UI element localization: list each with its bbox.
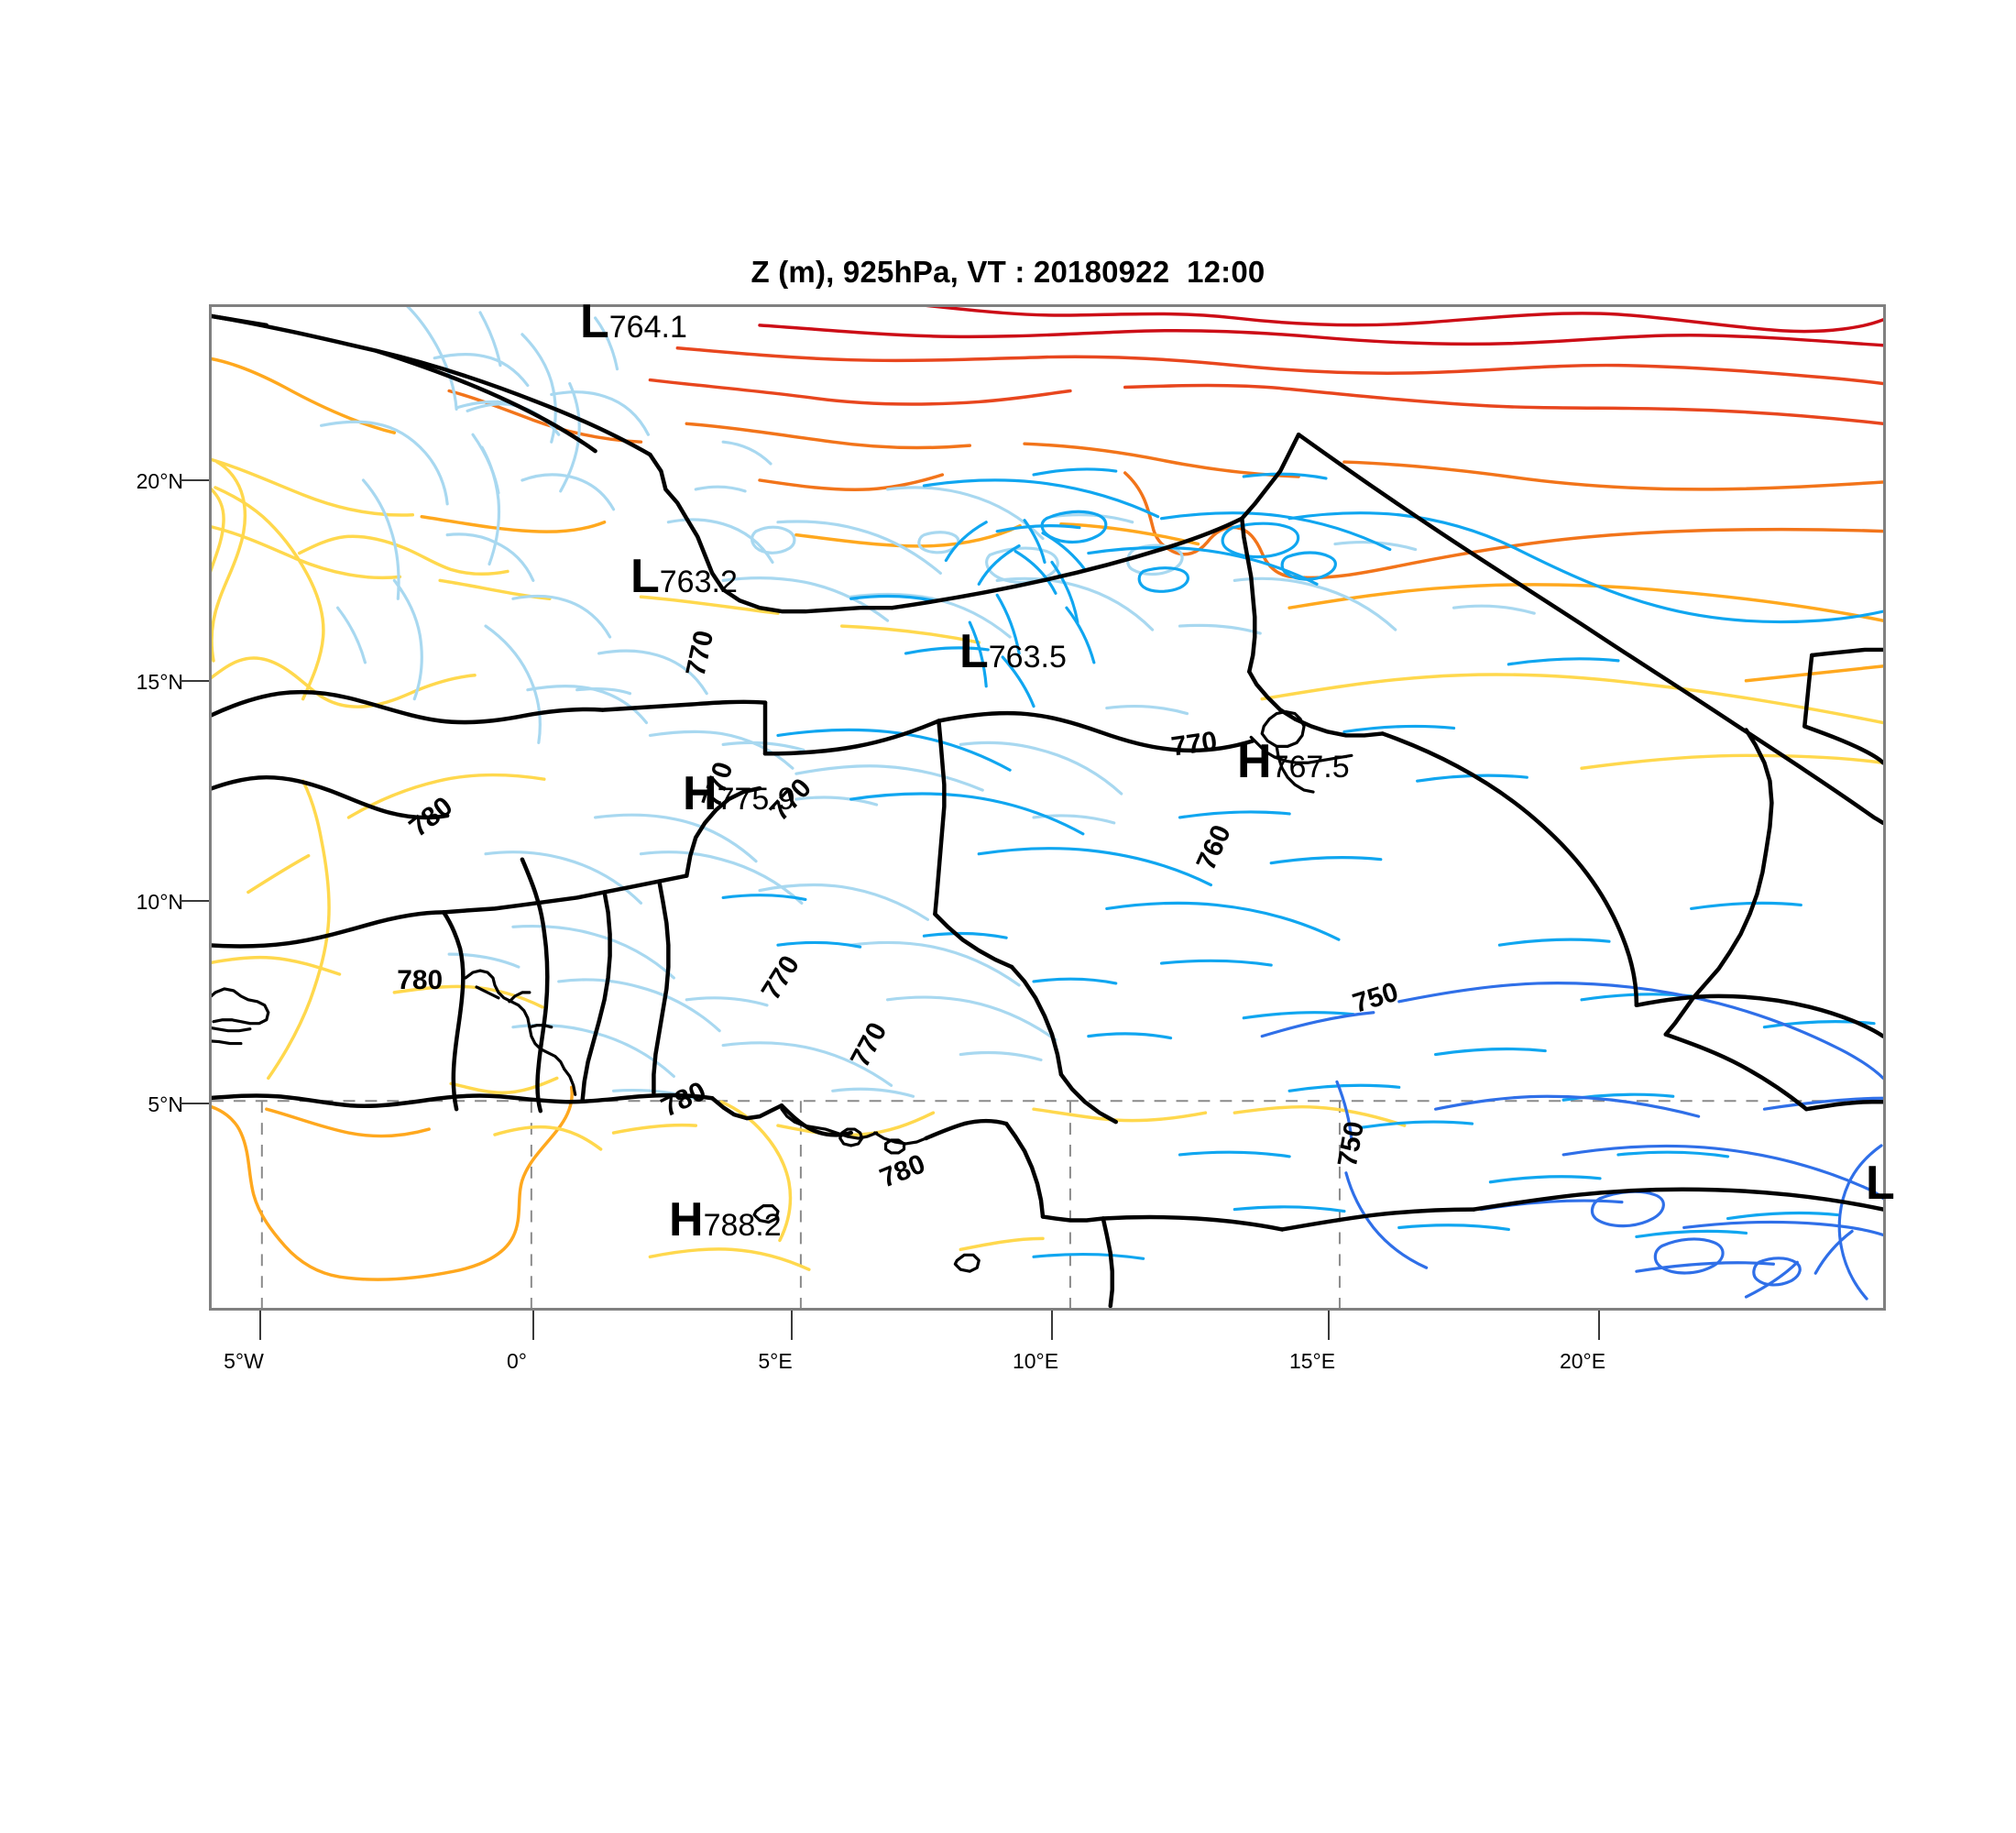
contour-790 [212, 357, 1883, 1281]
high-glyph: H [1237, 735, 1272, 788]
low-value: 763.5 [988, 640, 1067, 675]
low-label-764: L764.1 [580, 298, 687, 346]
ytick-label-5n: 5°N [148, 1092, 183, 1116]
page-title: Z (m), 925hPa, VT : 20180922 12:00 [751, 255, 1265, 289]
high-glyph: H [683, 767, 718, 820]
low-glyph: L [580, 295, 609, 348]
high-glyph: H [669, 1193, 704, 1246]
high-label-767-5: H767.5 [1237, 738, 1350, 785]
ytick-mark-15n [180, 680, 209, 682]
xtick-mark-5e [791, 1311, 793, 1340]
xtick-mark-5w [259, 1311, 261, 1340]
high-value: 788.2 [703, 1208, 782, 1243]
high-label-788-2: H788.2 [669, 1196, 782, 1244]
xtick-mark-10e [1051, 1311, 1053, 1340]
ytick-mark-10n [180, 900, 209, 902]
contour-label-780-b: 780 [397, 965, 443, 995]
contour-label-750-b: 750 [1332, 1119, 1370, 1169]
high-label-775-9: H775.9 [683, 770, 795, 818]
xtick-label-20e: 20°E [1559, 1349, 1606, 1373]
map-plot-area: 770 770 780 770 770 760 780 770 750 770 … [209, 304, 1886, 1311]
coastlines-and-borders [212, 313, 1883, 1308]
contour-label-770-b: 770 [1169, 726, 1219, 763]
low-label-edge: L [1866, 1159, 1895, 1207]
xtick-label-5w: 5°W [224, 1349, 264, 1373]
low-glyph: L [630, 550, 660, 603]
high-value: 767.5 [1271, 750, 1350, 785]
ytick-label-20n: 20°N [136, 469, 183, 493]
low-value: 764.1 [608, 310, 687, 345]
xtick-mark-15e [1328, 1311, 1330, 1340]
ytick-mark-20n [180, 479, 209, 481]
contour-label-780-a: 780 [404, 791, 459, 843]
contour-750 [1260, 982, 1883, 1301]
low-value: 763.2 [659, 565, 738, 599]
xtick-label-10e: 10°E [1012, 1349, 1059, 1373]
contour-label-760-a: 760 [1190, 820, 1236, 874]
contour-label-770-a: 770 [681, 628, 720, 679]
high-value: 775.9 [717, 782, 795, 817]
xtick-label-15e: 15°E [1288, 1349, 1336, 1373]
contour-820 [758, 307, 1883, 347]
contour-810 [648, 346, 1883, 426]
contour-map-svg: 770 770 780 770 770 760 780 770 750 770 … [212, 307, 1883, 1308]
contour-770 [320, 307, 1536, 1100]
xtick-label-0: 0° [507, 1349, 527, 1373]
xtick-mark-20e [1598, 1311, 1600, 1340]
low-label-763-2: L763.2 [630, 553, 738, 600]
contour-label-780-d: 780 [876, 1148, 930, 1193]
contour-label-770-e: 770 [756, 950, 805, 1005]
contour-label-780-c: 780 [656, 1076, 710, 1123]
ytick-mark-5n [180, 1103, 209, 1104]
contour-760 [721, 467, 1883, 1260]
ytick-label-10n: 10°N [136, 890, 183, 914]
graticule-dashed [212, 1100, 1883, 1308]
low-glyph: L [959, 625, 989, 678]
ytick-label-15n: 15°N [136, 670, 183, 694]
xtick-mark-0 [532, 1311, 534, 1340]
low-label-763-5: L763.5 [959, 628, 1067, 675]
contour-label-750-a: 750 [1349, 977, 1401, 1019]
xtick-label-5e: 5°E [758, 1349, 793, 1373]
low-glyph: L [1866, 1157, 1895, 1210]
